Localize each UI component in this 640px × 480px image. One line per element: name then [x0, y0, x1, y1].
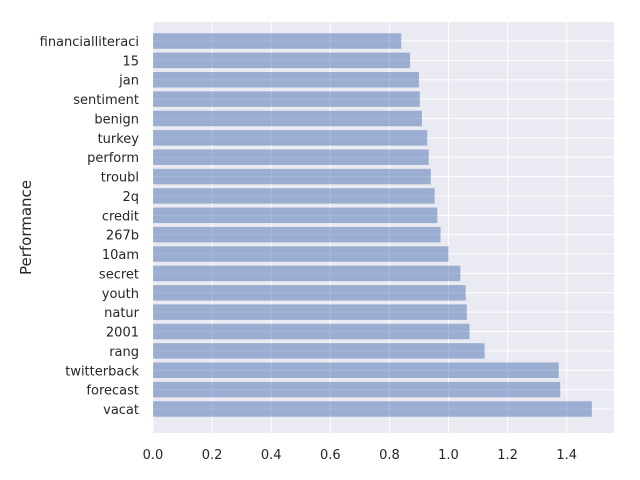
y-tick-label: vacat	[103, 403, 139, 418]
bars	[153, 33, 592, 417]
bar-forecast	[153, 381, 561, 398]
y-tick-label: jan	[118, 74, 139, 89]
y-tick-label: 2001	[106, 326, 139, 341]
y-tick-label: troubl	[101, 171, 139, 186]
bar-267b	[153, 226, 441, 243]
bar-natur	[153, 304, 467, 320]
y-tick-labels: vacat forecast twitterback rang 2001 natur you…	[40, 35, 140, 418]
x-tick-label: 1.4	[556, 448, 577, 463]
x-tick-labels: 0.0 0.2 0.4 0.6 0.8 1.0 1.2 1.4	[143, 448, 577, 463]
y-axis-label: Performance	[17, 180, 35, 275]
y-tick-label: 15	[122, 54, 139, 69]
y-tick-label: 2q	[122, 190, 139, 205]
x-tick-label: 0.0	[143, 448, 164, 463]
bar-youth	[153, 285, 466, 301]
bar-perform	[153, 149, 429, 165]
x-tick-label: 0.8	[379, 448, 400, 463]
y-tick-label: youth	[102, 287, 139, 302]
x-tick-label: 1.2	[497, 448, 518, 463]
bar-troubl	[153, 168, 431, 185]
bar-benign	[153, 110, 422, 127]
y-tick-label: sentiment	[73, 93, 139, 108]
bar-15	[153, 52, 411, 69]
bar-vacat	[153, 401, 592, 417]
y-tick-label: rang	[109, 345, 139, 360]
bar-jan	[153, 71, 419, 88]
y-tick-label: secret	[99, 267, 139, 282]
bar-secret	[153, 265, 461, 282]
x-tick-label: 0.2	[202, 448, 223, 463]
y-tick-label: perform	[87, 151, 139, 166]
y-tick-label: 10am	[102, 248, 139, 263]
y-tick-label: turkey	[98, 132, 140, 147]
y-tick-label: benign	[94, 112, 139, 127]
bar-turkey	[153, 130, 428, 146]
x-tick-label: 0.4	[261, 448, 282, 463]
y-tick-label: 267b	[106, 229, 139, 244]
bar-twitterback	[153, 362, 559, 379]
y-tick-label: financialliteraci	[40, 35, 139, 50]
y-tick-label: twitterback	[65, 364, 139, 379]
y-tick-label: credit	[102, 209, 139, 224]
bar-sentiment	[153, 91, 420, 107]
bar-10am	[153, 246, 449, 262]
bar-2001	[153, 323, 470, 340]
x-tick-label: 0.6	[320, 448, 341, 463]
bar-credit	[153, 207, 438, 224]
bar-financialliteraci	[153, 33, 402, 49]
bar-2q	[153, 188, 435, 204]
bar-rang	[153, 343, 485, 359]
y-tick-label: natur	[104, 306, 140, 321]
y-tick-label: forecast	[86, 384, 139, 399]
x-tick-label: 1.0	[438, 448, 459, 463]
